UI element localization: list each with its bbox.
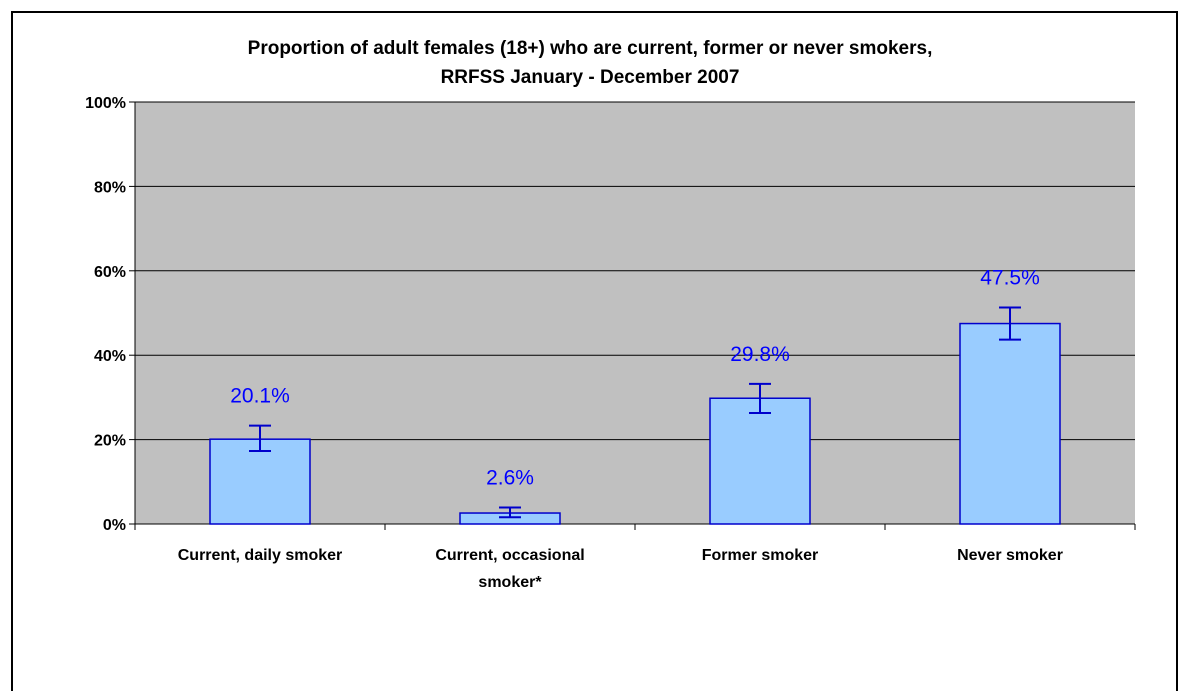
x-category-label: Former smoker <box>702 547 819 564</box>
data-label: 2.6% <box>486 467 534 490</box>
data-label: 20.1% <box>230 385 290 408</box>
bar <box>959 322 1061 525</box>
y-tick-label: 0% <box>103 517 126 534</box>
x-category-label: Never smoker <box>957 547 1063 564</box>
data-label: 29.8% <box>730 343 790 366</box>
data-label: 47.5% <box>980 267 1040 290</box>
y-tick-label: 40% <box>94 348 126 365</box>
bar <box>709 397 811 525</box>
y-tick-label: 60% <box>94 264 126 281</box>
x-category-label: Current, occasional <box>435 547 584 564</box>
chart-title-line: Proportion of adult females (18+) who ar… <box>248 38 933 59</box>
x-category-label: smoker* <box>478 574 542 591</box>
y-tick-label: 20% <box>94 433 126 450</box>
y-tick-label: 80% <box>94 179 126 196</box>
x-category-label: Current, daily smoker <box>178 547 343 564</box>
chart-title-line: RRFSS January - December 2007 <box>441 67 740 88</box>
y-tick-label: 100% <box>85 95 126 112</box>
